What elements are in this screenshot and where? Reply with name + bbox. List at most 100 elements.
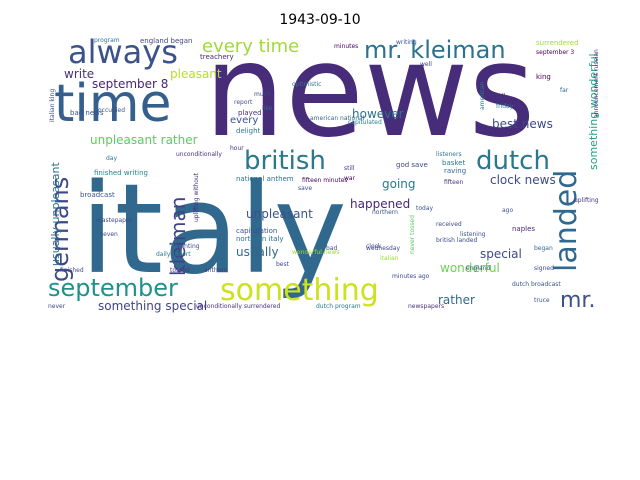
cloud-word: announcement russian	[593, 49, 600, 118]
cloud-word: usually	[236, 245, 279, 259]
cloud-word: writing	[396, 39, 417, 46]
cloud-word: bad	[326, 245, 338, 252]
cloud-word: began	[534, 245, 553, 252]
cloud-word: special	[480, 247, 522, 261]
cloud-word: program	[94, 37, 120, 44]
cloud-word: bad news	[70, 109, 104, 117]
cloud-word: september	[48, 274, 178, 302]
cloud-word: tossed	[170, 267, 190, 274]
cloud-word: friday	[496, 103, 514, 110]
cloud-word: ago	[502, 207, 514, 214]
cloud-word: unconditionally surrendered	[196, 303, 281, 310]
cloud-word: raving	[444, 167, 467, 175]
cloud-word: however	[352, 107, 404, 121]
cloud-word: occupied	[98, 107, 126, 114]
cloud-word: september 3	[536, 49, 575, 56]
cloud-word: wonderful news	[292, 249, 340, 256]
cloud-word: like	[262, 105, 273, 112]
cloud-word: god save	[396, 161, 428, 169]
cloud-word: truce	[534, 297, 550, 304]
cloud-word: news	[204, 36, 536, 166]
cloud-word: basket	[442, 159, 466, 167]
cloud-word: british landed	[436, 237, 478, 244]
cloud-word: far	[560, 87, 569, 94]
figure-title: 1943-09-10	[279, 12, 361, 28]
cloud-word: write	[64, 67, 95, 81]
cloud-word: anthem	[204, 267, 228, 274]
cloud-word: dutch	[476, 146, 550, 176]
cloud-word: wonderful	[440, 261, 500, 275]
cloud-word: listeners	[436, 151, 462, 158]
cloud-word: never	[48, 303, 66, 310]
cloud-word: mr. kleiman	[364, 36, 506, 64]
cloud-word: kleiman	[166, 196, 190, 276]
cloud-word: received	[436, 221, 462, 228]
cloud-word: september 8	[92, 77, 169, 91]
cloud-word: unpleasant rather	[90, 133, 198, 147]
cloud-word: british	[244, 146, 326, 176]
cloud-word: broadcast	[80, 191, 115, 199]
cloud-word: naples	[512, 225, 536, 233]
cloud-word: capitulated	[348, 119, 382, 126]
cloud-word: fifteen	[444, 179, 464, 186]
word-cloud: news italy time always mr. kleiman every…	[40, 36, 608, 320]
cloud-word: unpleasant	[246, 207, 313, 221]
cloud-word: something	[220, 273, 379, 308]
cloud-word: delight	[236, 127, 261, 135]
cloud-word: best news	[492, 117, 553, 131]
cloud-word: mr.	[560, 288, 596, 313]
cloud-word: uplifting	[574, 197, 599, 204]
cloud-word: wednesday	[366, 245, 401, 252]
cloud-word: war	[344, 175, 356, 182]
cloud-word: italy	[80, 158, 347, 302]
cloud-word: optimistic	[292, 81, 322, 88]
cloud-word: well	[420, 61, 432, 68]
cloud-word: today	[416, 205, 434, 212]
cloud-word: clock	[366, 243, 382, 250]
cloud-word: going	[382, 177, 416, 191]
cloud-word: hour	[230, 145, 244, 152]
cloud-word: minutes ago	[392, 273, 430, 280]
cloud-word: save	[298, 185, 313, 192]
cloud-word: never tossed	[409, 215, 416, 254]
cloud-word: something special	[98, 299, 208, 313]
cloud-word: still	[344, 165, 355, 172]
cloud-word: king	[536, 73, 551, 81]
cloud-word: day	[106, 155, 118, 162]
cloud-word: rather	[438, 293, 475, 307]
cloud-word: capitulation	[236, 227, 278, 235]
cloud-word: unconditionally	[176, 151, 222, 158]
cloud-word: signed	[534, 265, 554, 272]
cloud-word: fifteen minutes	[302, 177, 348, 184]
cloud-word: tell	[496, 93, 506, 100]
cloud-word: listening	[460, 231, 486, 238]
cloud-word: every time	[202, 36, 300, 57]
cloud-word: surrendered	[536, 39, 579, 47]
cloud-word: finished writing	[94, 169, 148, 177]
cloud-word: clock news	[490, 173, 556, 187]
cloud-word: treachery	[200, 53, 234, 61]
cloud-word: played	[238, 109, 262, 117]
cloud-word: northern italy	[236, 235, 284, 243]
cloud-word: much	[254, 91, 271, 98]
cloud-word: american	[479, 81, 486, 110]
cloud-word: national anthem	[236, 175, 294, 183]
cloud-word: uplifting without	[193, 172, 200, 222]
cloud-word: ranting	[178, 243, 200, 250]
cloud-word: pleasant	[170, 67, 222, 81]
cloud-word: england	[466, 265, 491, 272]
cloud-word: italian king	[49, 88, 56, 122]
cloud-word: finished	[60, 267, 84, 274]
cloud-word: minutes	[334, 43, 359, 50]
cloud-word: dutch broadcast	[512, 281, 561, 288]
cloud-word: dutch program	[316, 303, 361, 310]
cloud-word: mastepaper	[96, 217, 133, 224]
cloud-word: daily report	[156, 251, 191, 258]
cloud-word: time	[54, 74, 172, 134]
cloud-word: newspapers	[408, 303, 445, 310]
cloud-word: always	[68, 36, 178, 71]
cloud-word: northern	[372, 209, 398, 216]
cloud-word: every	[230, 115, 259, 126]
cloud-word: american national	[310, 115, 365, 122]
cloud-word: report	[234, 99, 253, 106]
